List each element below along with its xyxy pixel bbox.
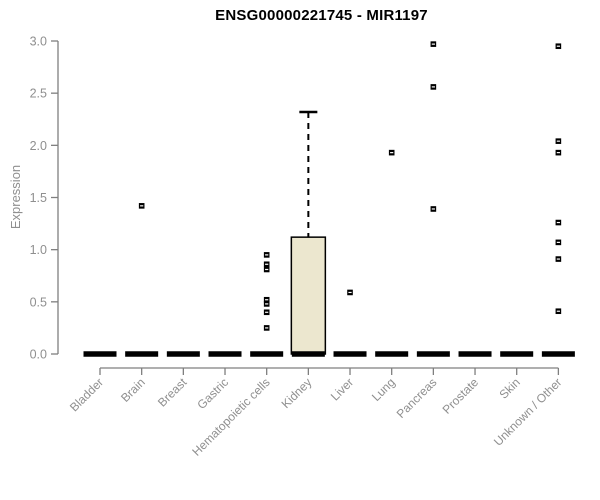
outlier-point-center xyxy=(556,241,560,243)
outlier-point-center xyxy=(556,258,560,260)
y-tick-label: 3.0 xyxy=(30,35,47,49)
y-tick-label: 0.0 xyxy=(30,348,47,362)
outlier-point-center xyxy=(265,268,269,271)
outlier-point-center xyxy=(348,291,352,294)
x-tick-label: Brain xyxy=(118,375,148,405)
chart-title: ENSG00000221745 - MIR1197 xyxy=(215,7,428,24)
median-bar xyxy=(333,351,367,357)
y-axis-label: Expression xyxy=(8,165,23,229)
outlier-point-center xyxy=(556,310,560,312)
x-tick-label: Liver xyxy=(328,375,356,403)
x-tick-label: Breast xyxy=(155,375,190,410)
plot-layer: 0.0 0.5 1.0 1.5 2.0 2.5 3.0 Bladder Brain Breast G… xyxy=(30,35,575,459)
x-tick-label: Prostate xyxy=(440,375,482,417)
x-tick-label: Bladder xyxy=(67,375,106,414)
outlier-point-center xyxy=(556,140,560,142)
outlier-point-center xyxy=(265,303,269,305)
median-bar xyxy=(416,351,450,357)
y-tick-label: 1.5 xyxy=(30,191,47,205)
x-tick-label: Skin xyxy=(496,375,522,401)
y-tick-label: 1.0 xyxy=(30,243,47,257)
median-bar xyxy=(166,351,200,357)
x-tick-label: Kidney xyxy=(279,375,315,411)
median-bar xyxy=(458,351,492,357)
outlier-point-center xyxy=(390,152,394,154)
median-bar xyxy=(541,351,575,357)
y-tick-label: 0.5 xyxy=(30,295,47,309)
median-bar xyxy=(291,351,325,357)
outlier-point-center xyxy=(431,43,435,45)
outlier-point-center xyxy=(265,311,269,313)
outlier-point-center xyxy=(431,208,435,210)
y-tick-label: 2.5 xyxy=(30,87,47,101)
x-tick-label: Hematopoietic cells xyxy=(189,375,272,458)
median-bar xyxy=(250,351,284,357)
outlier-point-center xyxy=(265,263,269,265)
y-tick-label: 2.0 xyxy=(30,139,47,153)
x-tick-label: Pancreas xyxy=(394,375,440,421)
outlier-point-center xyxy=(265,254,269,256)
outlier-point-center xyxy=(140,205,144,207)
outlier-point-center xyxy=(265,327,269,329)
outlier-point-center xyxy=(265,299,269,301)
median-bar xyxy=(375,351,409,357)
median-bar xyxy=(83,351,117,357)
outlier-point-center xyxy=(556,45,560,47)
x-tick-label: Lung xyxy=(369,375,398,404)
outlier-point-center xyxy=(431,86,435,88)
median-bar xyxy=(125,351,159,357)
x-tick-label: Gastric xyxy=(194,375,231,412)
median-bar xyxy=(500,351,534,357)
outlier-point-center xyxy=(556,221,560,224)
median-bar xyxy=(208,351,242,357)
outlier-point-center xyxy=(556,152,560,154)
box-iqr xyxy=(290,236,327,355)
